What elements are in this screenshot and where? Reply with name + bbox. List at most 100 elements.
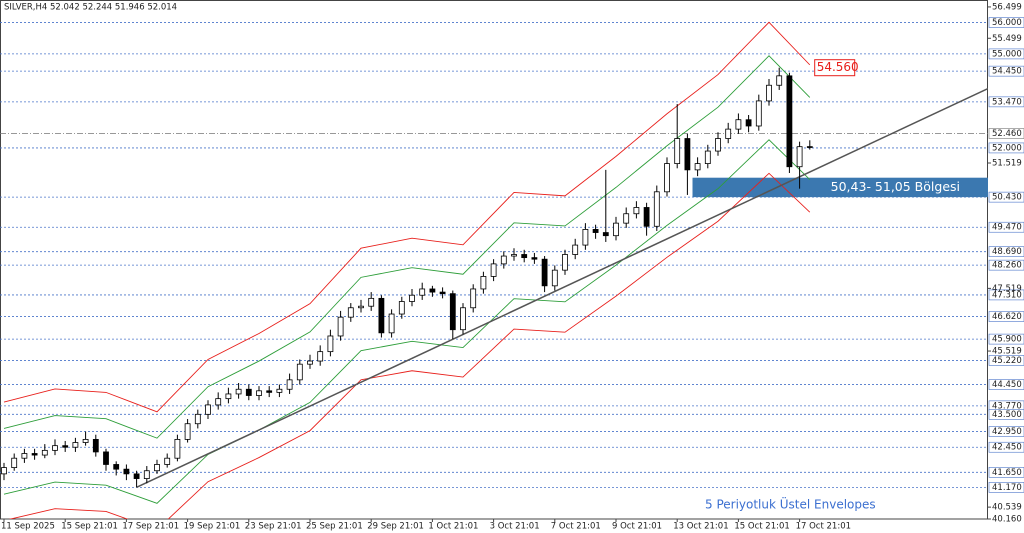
candle-body [276, 388, 283, 393]
level-label: 52.000 [992, 143, 1022, 153]
candle-body [337, 316, 344, 337]
high-label-box [814, 59, 856, 77]
candle-body [806, 146, 813, 148]
candle-body [174, 438, 181, 459]
candle-body [500, 255, 507, 265]
x-tick-label: 13 Oct 21:01 [673, 522, 728, 532]
candle-body [409, 294, 415, 302]
candle-body [633, 207, 640, 215]
candle-body [521, 254, 528, 259]
candle-body [317, 351, 324, 362]
envelope-line [8, 172, 811, 519]
candle-body [103, 451, 109, 465]
candle-body [225, 393, 232, 400]
level-label: 48.690 [992, 247, 1022, 257]
candle-body [92, 438, 99, 453]
candle-body [490, 263, 497, 277]
candle-body [643, 207, 650, 227]
x-tick-label: 15 Sep 21:01 [61, 522, 118, 532]
candle-body [52, 445, 58, 451]
level-label: 45.900 [992, 335, 1022, 345]
candle-body [653, 191, 660, 227]
candle-body [21, 453, 28, 459]
candle-body [327, 335, 334, 353]
envelope-line [3, 139, 811, 504]
level-label-box [988, 65, 1024, 77]
envelope-label: 5 Periyotluk Üstel Envelopes [705, 496, 876, 512]
candle-body [470, 288, 477, 309]
level-label-box [988, 467, 1024, 478]
candle-body [245, 388, 252, 396]
candle-body [235, 388, 242, 395]
candle-body [551, 269, 558, 287]
level-label-box [988, 311, 1024, 322]
candle-body [205, 404, 211, 415]
x-tick-label: 15 Oct 21:01 [734, 522, 789, 532]
candle-body [531, 257, 538, 260]
candle-body [460, 307, 466, 331]
candle-body [419, 288, 426, 296]
candle-body [154, 464, 160, 472]
candle-body [113, 464, 120, 470]
candle-body [725, 128, 732, 139]
candle-body [133, 473, 140, 479]
candle-body [562, 254, 568, 271]
trendline [136, 87, 988, 489]
candle-body [368, 297, 375, 307]
candle-body [480, 276, 487, 290]
candle-body [215, 398, 222, 406]
level-label: 41.170 [992, 483, 1022, 493]
candle-body [602, 232, 609, 237]
level-label-box [988, 482, 1024, 493]
current-price-box [988, 128, 1024, 139]
level-label-box [988, 379, 1024, 390]
level-label: 47.310 [992, 290, 1022, 300]
candle-body [541, 258, 548, 287]
level-label: 44.450 [992, 380, 1022, 390]
x-tick-label: 1 Oct 21:01 [428, 522, 478, 532]
level-label: 43.500 [992, 410, 1022, 420]
level-label: 56.000 [992, 18, 1022, 28]
candle-body [378, 297, 385, 334]
candle-body [694, 163, 701, 171]
envelope-line [3, 21, 811, 413]
current-price-label: 52.460 [992, 129, 1022, 139]
candle-body [123, 468, 130, 475]
y-tick-label: 55.499 [992, 34, 1022, 44]
level-label-box [988, 48, 1024, 60]
candle-body [796, 146, 803, 168]
candle-body [613, 222, 619, 237]
y-tick-label: 47.519 [992, 284, 1022, 294]
x-tick-label: 23 Sep 21:01 [245, 522, 302, 532]
candle-body [62, 445, 69, 448]
candle-body [41, 449, 48, 456]
candle-body [664, 163, 670, 193]
x-tick-label: 17 Oct 21:01 [796, 522, 851, 532]
candle-body [82, 438, 89, 443]
level-label: 53.470 [992, 97, 1022, 107]
y-tick-label: 40.539 [992, 503, 1022, 513]
level-label-box [988, 246, 1024, 257]
candle-body [704, 150, 711, 164]
candle-body [1, 467, 7, 475]
candle-body [184, 423, 191, 440]
level-label: 45.220 [992, 356, 1022, 366]
x-tick-label: 7 Oct 21:01 [551, 522, 601, 532]
x-tick-label: 9 Oct 21:01 [612, 522, 662, 532]
candle-body [582, 229, 589, 246]
candle-body [358, 305, 364, 309]
level-label: 42.450 [992, 443, 1022, 453]
candle-body [439, 291, 446, 295]
candle-body [766, 84, 772, 102]
candle-body [347, 307, 354, 318]
level-label-box [988, 191, 1024, 203]
candle-body [266, 390, 273, 393]
x-tick-label: 17 Sep 21:01 [122, 522, 179, 532]
candle-body [684, 138, 691, 171]
level-label: 49.470 [992, 223, 1022, 233]
y-tick-label: 51.519 [992, 159, 1022, 169]
candle-body [31, 453, 38, 456]
x-tick-label: 19 Sep 21:01 [184, 522, 241, 532]
level-label-box [988, 96, 1024, 108]
level-label-box [988, 259, 1024, 271]
